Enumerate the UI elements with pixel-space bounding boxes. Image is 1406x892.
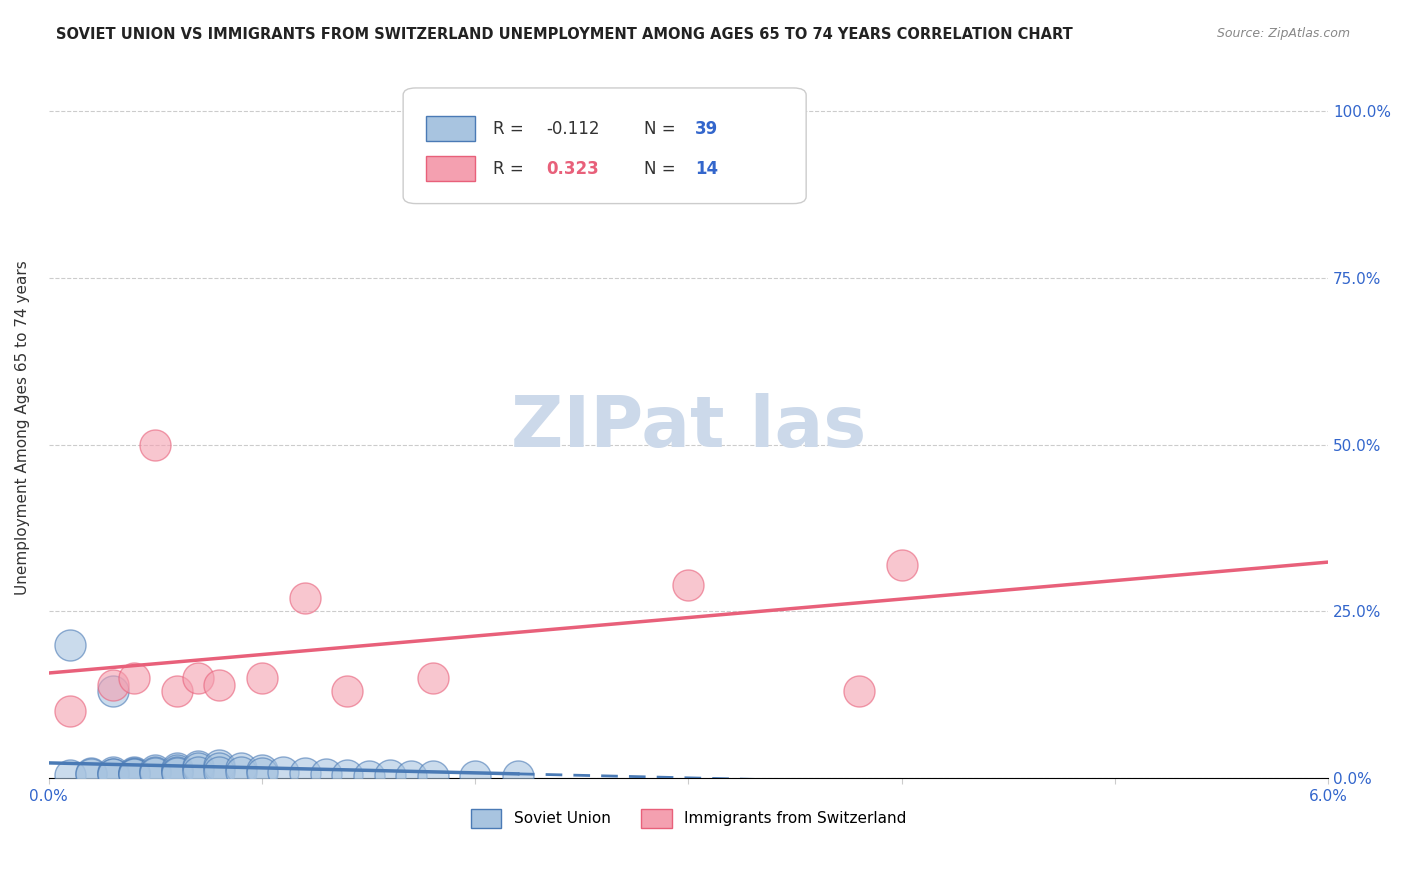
Bar bbox=[426, 116, 475, 141]
Point bbox=[399, 769, 422, 783]
Point bbox=[336, 684, 359, 698]
Text: N =: N = bbox=[644, 120, 681, 137]
Point bbox=[678, 577, 700, 591]
Point bbox=[250, 765, 273, 780]
Text: 0.323: 0.323 bbox=[547, 160, 599, 178]
Point bbox=[166, 763, 188, 777]
Point bbox=[315, 767, 337, 781]
Point bbox=[229, 761, 252, 775]
Point bbox=[145, 765, 167, 780]
Point bbox=[122, 671, 145, 685]
Point bbox=[101, 766, 124, 780]
Text: N =: N = bbox=[644, 160, 681, 178]
Point bbox=[208, 761, 231, 775]
Point bbox=[187, 671, 209, 685]
Point bbox=[80, 765, 103, 780]
Point bbox=[422, 671, 444, 685]
Point bbox=[294, 591, 316, 605]
Point bbox=[187, 759, 209, 773]
Point bbox=[294, 765, 316, 780]
Point bbox=[187, 764, 209, 779]
Point bbox=[890, 558, 912, 572]
Point bbox=[59, 768, 82, 782]
Point bbox=[166, 765, 188, 780]
Point bbox=[101, 765, 124, 780]
Point bbox=[229, 764, 252, 779]
Point bbox=[145, 764, 167, 779]
Point bbox=[122, 766, 145, 780]
Point bbox=[848, 684, 870, 698]
Text: -0.112: -0.112 bbox=[547, 120, 600, 137]
Point bbox=[166, 764, 188, 779]
Point bbox=[506, 769, 529, 783]
Point bbox=[101, 684, 124, 698]
Text: Source: ZipAtlas.com: Source: ZipAtlas.com bbox=[1216, 27, 1350, 40]
Point bbox=[59, 705, 82, 719]
Point bbox=[122, 765, 145, 780]
Point bbox=[378, 768, 401, 782]
Point bbox=[80, 767, 103, 781]
Point bbox=[250, 671, 273, 685]
Text: SOVIET UNION VS IMMIGRANTS FROM SWITZERLAND UNEMPLOYMENT AMONG AGES 65 TO 74 YEA: SOVIET UNION VS IMMIGRANTS FROM SWITZERL… bbox=[56, 27, 1073, 42]
Point bbox=[122, 767, 145, 781]
Text: ZIPat las: ZIPat las bbox=[510, 393, 866, 462]
Point bbox=[208, 757, 231, 772]
Text: 39: 39 bbox=[695, 120, 718, 137]
Point bbox=[464, 769, 486, 783]
Point bbox=[336, 768, 359, 782]
Point bbox=[271, 764, 294, 779]
Point bbox=[250, 763, 273, 777]
Point bbox=[101, 767, 124, 781]
Point bbox=[101, 678, 124, 692]
Y-axis label: Unemployment Among Ages 65 to 74 years: Unemployment Among Ages 65 to 74 years bbox=[15, 260, 30, 595]
Point bbox=[422, 768, 444, 782]
Text: 14: 14 bbox=[695, 160, 718, 178]
Text: R =: R = bbox=[492, 160, 529, 178]
FancyBboxPatch shape bbox=[404, 88, 806, 203]
Point bbox=[145, 763, 167, 777]
Point bbox=[166, 684, 188, 698]
Point bbox=[208, 678, 231, 692]
Point bbox=[187, 761, 209, 775]
Point bbox=[357, 768, 380, 782]
Point bbox=[145, 437, 167, 451]
Point bbox=[166, 761, 188, 775]
Text: R =: R = bbox=[492, 120, 529, 137]
Legend: Soviet Union, Immigrants from Switzerland: Soviet Union, Immigrants from Switzerlan… bbox=[464, 803, 912, 834]
Point bbox=[122, 764, 145, 779]
Point bbox=[208, 764, 231, 779]
Bar bbox=[426, 156, 475, 181]
Point bbox=[59, 638, 82, 652]
